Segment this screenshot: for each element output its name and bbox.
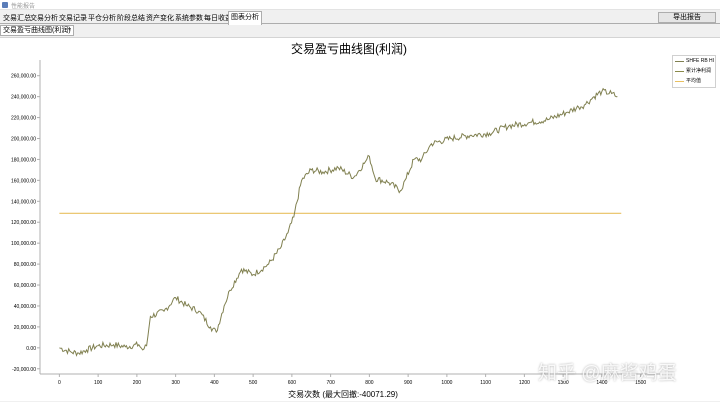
y-tick-label: 200,000.00	[11, 137, 36, 143]
x-tick-label: 100	[94, 380, 103, 386]
x-axis-label: 交易次数 (最大回撤:-40071.29)	[288, 389, 398, 399]
tab-bar: 交易汇总 交易分析 交易记录 平仓分析 阶段总结 资产变化 系统参数 每日收益 …	[0, 11, 720, 25]
legend-swatch	[675, 81, 684, 82]
x-tick-label: 500	[249, 380, 258, 386]
tab-close-analysis[interactable]: 平仓分析	[88, 15, 116, 22]
x-tick-label: 1200	[519, 380, 530, 386]
legend-swatch	[675, 61, 684, 62]
x-tick-label: 1300	[558, 380, 569, 386]
legend-label: SHFE RB HI	[686, 58, 715, 64]
tab-trade-analysis[interactable]: 交易分析	[30, 15, 58, 22]
tab-trade-records[interactable]: 交易记录	[59, 15, 87, 22]
x-tick-label: 1000	[441, 380, 452, 386]
chart-type-select-value: 交易盈亏曲线图(利润)	[3, 27, 71, 34]
x-tick-label: 900	[404, 380, 413, 386]
tab-trade-summary[interactable]: 交易汇总	[3, 15, 31, 22]
cumulative-profit-line	[59, 87, 618, 357]
export-report-button[interactable]: 导出报告	[658, 12, 716, 23]
y-tick-label: 20,000.00	[14, 325, 36, 331]
legend-swatch	[675, 71, 684, 72]
y-tick-label: 100,000.00	[11, 241, 36, 247]
x-tick-label: 600	[288, 380, 297, 386]
y-tick-label: 120,000.00	[11, 220, 36, 226]
chevron-down-icon: ▾	[67, 27, 71, 33]
tab-system-params[interactable]: 系统参数	[175, 15, 203, 22]
x-tick-label: 400	[210, 380, 219, 386]
x-tick-label: 0	[58, 380, 61, 386]
tab-daily-return[interactable]: 每日收益	[204, 15, 232, 22]
y-tick-label: 140,000.00	[11, 199, 36, 205]
x-tick-label: 700	[326, 380, 335, 386]
x-tick-label: 200	[133, 380, 142, 386]
tab-stage-summary[interactable]: 阶段总结	[117, 15, 145, 22]
tab-asset-change[interactable]: 资产变化	[146, 15, 174, 22]
x-tick-label: 1500	[635, 380, 646, 386]
profit-line-chart: 交易盈亏曲线图(利润) 交易次数 (最大回撤:-40071.29) -20,00…	[11, 41, 660, 399]
x-tick-label: 300	[171, 380, 180, 386]
y-tick-label: 60,000.00	[14, 283, 36, 289]
chart-type-select[interactable]: 交易盈亏曲线图(利润) ▾	[0, 25, 74, 36]
y-tick-label: 240,000.00	[11, 95, 36, 101]
title-bar: 性能报告	[0, 0, 720, 10]
y-tick-label: 220,000.00	[11, 116, 36, 122]
legend-item: SHFE RB HI	[673, 58, 715, 66]
y-tick-label: 40,000.00	[14, 304, 36, 310]
x-tick-label: 1400	[596, 380, 607, 386]
watermark: 知乎 @麻酱鸡蛋	[538, 363, 677, 384]
y-tick-label: 180,000.00	[11, 157, 36, 163]
x-tick-label: 800	[365, 380, 374, 386]
chart-title: 交易盈亏曲线图(利润)	[291, 41, 407, 56]
window-title: 性能报告	[11, 4, 36, 10]
legend-label: 累计净利润	[686, 68, 712, 74]
y-tick-label: 80,000.00	[14, 262, 36, 268]
y-tick-label: -20,000.00	[12, 367, 36, 373]
tab-chart-analysis[interactable]: 图表分析	[228, 11, 262, 25]
legend-item: 平均值	[673, 78, 715, 86]
y-tick-label: 0.00	[26, 346, 36, 352]
y-tick-label: 160,000.00	[11, 178, 36, 184]
y-tick-label: 260,000.00	[11, 74, 36, 80]
x-tick-label: 1100	[480, 380, 491, 386]
chart-legend: SHFE RB HI 累计净利润 平均值	[672, 55, 716, 88]
app-icon	[2, 2, 8, 8]
legend-item: 累计净利润	[673, 68, 715, 76]
chart-area: 交易盈亏曲线图(利润) 交易次数 (最大回撤:-40071.29) -20,00…	[0, 37, 720, 401]
legend-label: 平均值	[686, 78, 702, 84]
